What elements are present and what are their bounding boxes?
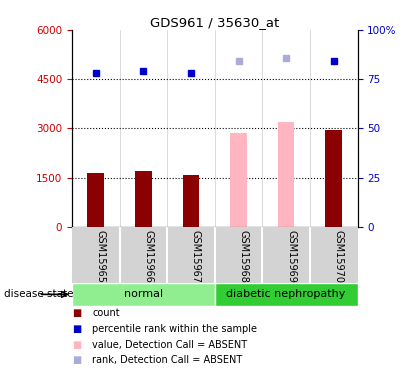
Text: normal: normal (124, 290, 163, 299)
Text: ■: ■ (72, 340, 81, 350)
Text: GSM15968: GSM15968 (238, 230, 249, 283)
Text: GSM15966: GSM15966 (143, 230, 153, 283)
Bar (88, 173, 104, 227)
Text: percentile rank within the sample: percentile rank within the sample (92, 324, 257, 334)
Text: ■: ■ (72, 324, 81, 334)
Bar (326, 130, 342, 227)
Bar (72, 283, 215, 306)
Text: ■: ■ (72, 308, 81, 318)
Text: GSM15970: GSM15970 (334, 230, 344, 283)
Text: GSM15967: GSM15967 (191, 230, 201, 283)
Text: disease state: disease state (4, 290, 74, 299)
Text: rank, Detection Call = ABSENT: rank, Detection Call = ABSENT (92, 356, 243, 365)
Bar (278, 122, 295, 227)
Text: GSM15969: GSM15969 (286, 230, 296, 283)
Text: ■: ■ (72, 356, 81, 365)
Text: count: count (92, 308, 120, 318)
Bar (230, 134, 247, 227)
Bar (135, 171, 152, 227)
Text: diabetic nephropathy: diabetic nephropathy (226, 290, 346, 299)
Bar (215, 283, 358, 306)
Text: value, Detection Call = ABSENT: value, Detection Call = ABSENT (92, 340, 247, 350)
Bar (182, 175, 199, 227)
Text: GSM15965: GSM15965 (96, 230, 106, 283)
Title: GDS961 / 35630_at: GDS961 / 35630_at (150, 16, 279, 29)
